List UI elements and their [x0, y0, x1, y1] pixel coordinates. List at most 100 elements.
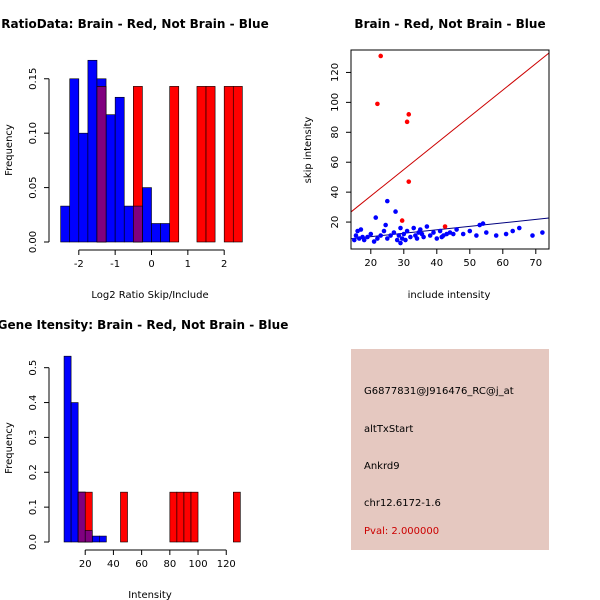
not-brain-point [480, 221, 486, 226]
x-tick-label: 40 [430, 258, 443, 269]
brain-bar [120, 491, 128, 543]
y-tick-label: 0.3 [28, 429, 39, 445]
chart-title: RatioData: Brain - Red, Not Brain - Blue [1, 17, 268, 31]
not-brain-point [424, 224, 430, 229]
not-brain-point [437, 228, 443, 234]
not-brain-point [352, 237, 357, 243]
not-brain-point [460, 231, 466, 237]
not-brain-point [391, 230, 397, 235]
brain-bar [233, 491, 241, 543]
probe-id-text: G6877831@J916476_RC@j_at [364, 386, 514, 397]
event-type-text: altTxStart [364, 424, 414, 435]
not-brain-point [401, 231, 407, 237]
not-brain-point [403, 237, 408, 243]
not-brain-point [493, 233, 499, 238]
chart-title: Brain - Red, Not Brain - Blue [354, 17, 545, 31]
not-brain-point [394, 237, 400, 243]
not-brain-bar [99, 535, 107, 543]
y-tick-label: 0.0 [28, 534, 39, 550]
not-brain-bar [142, 187, 152, 243]
overlap-bar [133, 205, 143, 243]
not-brain-bar [69, 78, 80, 243]
not-brain-point [373, 215, 379, 220]
brain-bar [223, 86, 234, 243]
y-tick-label: 0.5 [28, 360, 39, 376]
not-brain-bar [78, 132, 89, 243]
not-brain-point [358, 227, 364, 232]
not-brain-point [385, 236, 390, 241]
not-brain-point [398, 240, 403, 246]
y-axis-label: Frequency [4, 124, 15, 176]
brain-point [399, 218, 405, 223]
overlap-bar [96, 86, 107, 243]
y-axis-label: Frequency [4, 422, 15, 474]
brain-bar [176, 491, 185, 543]
brain-point [406, 112, 412, 117]
not-brain-point [411, 225, 417, 231]
not-brain-point [375, 236, 380, 241]
x-axis-label: include intensity [408, 290, 491, 301]
x-tick-label: 120 [217, 559, 236, 570]
y-tick-label: 60 [330, 156, 341, 169]
x-tick-label: -1 [110, 259, 120, 270]
brain-bar [190, 491, 199, 543]
not-brain-point [365, 234, 370, 240]
x-tick-label: -2 [74, 259, 84, 270]
y-tick-label: 0.15 [28, 68, 39, 90]
y-tick-label: 0.10 [28, 122, 39, 144]
not-brain-point [385, 198, 390, 204]
not-brain-point [434, 236, 440, 241]
not-brain-point [503, 231, 509, 237]
brain-bar [183, 491, 192, 543]
brain-bar [232, 86, 243, 243]
not-brain-bar [70, 402, 79, 543]
brain-bar [196, 86, 207, 243]
brain-bar [169, 86, 180, 243]
not-brain-point [474, 233, 479, 238]
x-tick-label: 2 [221, 259, 227, 270]
not-brain-bar [114, 96, 125, 243]
not-brain-bar [60, 205, 71, 243]
brain-bar [169, 491, 178, 543]
not-brain-point [530, 233, 535, 238]
not-brain-point [361, 237, 367, 243]
y-tick-label: 0.05 [28, 176, 39, 198]
not-brain-point [378, 233, 384, 238]
scatter-plot-panel: Brain - Red, Not Brain - Blue include int… [303, 17, 550, 301]
plot-frame [350, 49, 550, 250]
x-tick-label: 30 [397, 258, 410, 269]
not-brain-point [408, 234, 413, 240]
not-brain-point [393, 209, 398, 214]
not-brain-point [353, 233, 359, 238]
overlap-bar [77, 491, 86, 543]
not-brain-point [431, 230, 436, 235]
not-brain-point [396, 233, 402, 238]
brain-point [404, 119, 410, 125]
not-brain-point [427, 233, 433, 238]
not-brain-point [371, 239, 377, 244]
not-brain-bar [91, 535, 100, 543]
y-axis-label: skip intensity [303, 117, 314, 184]
location-text: chr12.6172-1.6 [364, 498, 441, 509]
x-tick-label: 60 [135, 559, 148, 570]
not-brain-point [517, 225, 522, 231]
not-brain-bar [151, 223, 161, 243]
y-tick-label: 0.00 [28, 231, 39, 253]
brain-fit-line [351, 52, 549, 213]
x-tick-label: 70 [529, 258, 542, 269]
chart-title: Gene Itensity: Brain - Red, Not Brain - … [0, 318, 288, 332]
x-axis-label: Log2 Ratio Skip/Include [91, 290, 208, 301]
not-brain-point [454, 227, 459, 232]
not-brain-point [540, 230, 545, 235]
gene-name-text: Ankrd9 [364, 461, 400, 472]
not-brain-point [467, 228, 473, 234]
not-brain-bar [87, 59, 98, 243]
not-brain-point [383, 222, 388, 228]
y-tick-label: 0.4 [28, 395, 39, 411]
not-brain-fit-line [351, 217, 549, 240]
overlap-bar [84, 530, 93, 543]
not-brain-point [418, 227, 423, 232]
x-tick-label: 1 [185, 259, 191, 270]
not-brain-bar [123, 205, 134, 243]
